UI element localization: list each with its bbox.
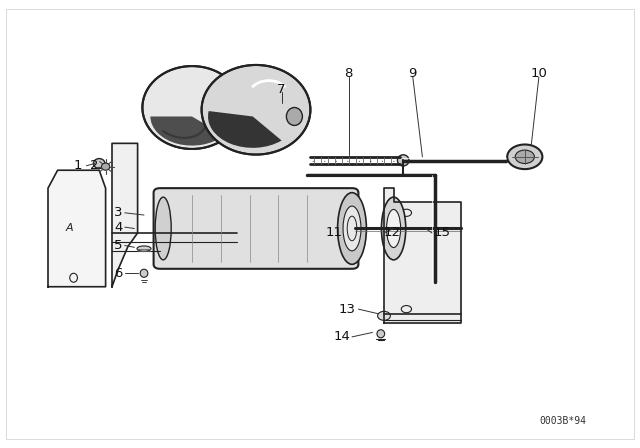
Ellipse shape: [507, 145, 543, 169]
Text: 8: 8: [344, 67, 353, 81]
FancyBboxPatch shape: [6, 9, 634, 439]
Text: A: A: [65, 224, 73, 233]
Text: 9: 9: [408, 67, 417, 81]
Text: 7: 7: [277, 83, 286, 96]
Wedge shape: [150, 116, 224, 146]
Text: 3: 3: [115, 206, 123, 220]
Text: 14: 14: [334, 330, 351, 344]
Text: 10: 10: [531, 67, 547, 81]
Ellipse shape: [338, 193, 367, 264]
Text: 11: 11: [325, 226, 342, 240]
Text: 1: 1: [74, 159, 83, 172]
Ellipse shape: [140, 269, 148, 277]
Ellipse shape: [515, 150, 534, 164]
Polygon shape: [384, 188, 461, 323]
Text: 4: 4: [115, 220, 123, 234]
Ellipse shape: [137, 246, 151, 251]
Ellipse shape: [155, 197, 172, 260]
Text: 12: 12: [384, 226, 401, 240]
FancyBboxPatch shape: [154, 188, 358, 269]
Ellipse shape: [377, 330, 385, 338]
Wedge shape: [208, 111, 282, 148]
Text: 0003B*94: 0003B*94: [540, 416, 587, 426]
Polygon shape: [48, 170, 106, 287]
Ellipse shape: [378, 311, 390, 320]
Ellipse shape: [102, 163, 110, 170]
Ellipse shape: [287, 108, 303, 125]
Ellipse shape: [343, 206, 361, 251]
Text: 2: 2: [90, 159, 99, 172]
Ellipse shape: [381, 197, 406, 260]
Ellipse shape: [93, 159, 105, 168]
Text: 5: 5: [115, 239, 123, 252]
Text: 6: 6: [115, 267, 123, 280]
Ellipse shape: [202, 65, 310, 155]
Polygon shape: [112, 143, 138, 287]
Ellipse shape: [397, 155, 409, 166]
Text: 15: 15: [434, 226, 451, 240]
Ellipse shape: [143, 66, 242, 149]
Text: 13: 13: [338, 302, 355, 316]
Ellipse shape: [387, 210, 401, 247]
